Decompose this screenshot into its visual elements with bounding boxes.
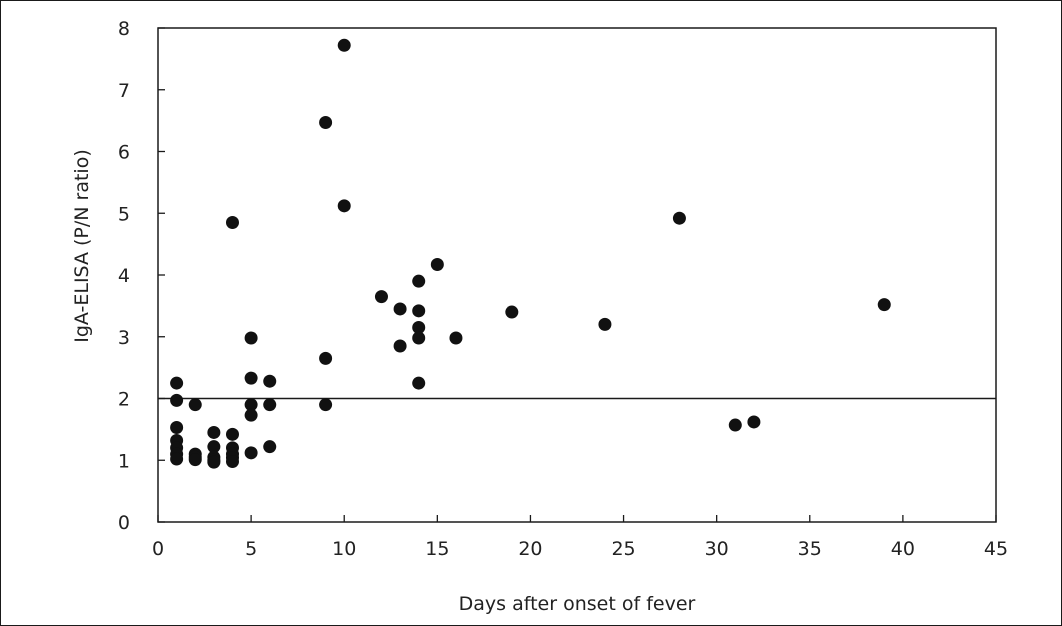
data-point (170, 452, 184, 466)
y-tick-label: 0 (118, 512, 130, 534)
axis-ticks (157, 27, 997, 523)
data-point (207, 425, 221, 439)
data-point (244, 331, 258, 345)
data-point (170, 376, 184, 390)
data-point (449, 331, 463, 345)
data-point (188, 398, 202, 412)
data-points (170, 38, 891, 469)
data-point (412, 274, 426, 288)
data-point (207, 440, 221, 454)
x-tick-label: 30 (705, 538, 729, 560)
data-point (244, 408, 258, 422)
y-tick-label: 7 (118, 80, 130, 102)
data-point (263, 374, 277, 388)
data-point (319, 115, 333, 129)
data-point (728, 418, 742, 432)
data-point (170, 421, 184, 435)
y-tick-label: 2 (118, 389, 130, 411)
data-point (430, 258, 444, 272)
data-point (337, 199, 351, 213)
data-point (244, 446, 258, 460)
x-tick-label: 40 (891, 538, 915, 560)
y-tick-label: 3 (118, 327, 130, 349)
data-point (412, 331, 426, 345)
x-axis-title: Days after onset of fever (459, 593, 696, 615)
x-tick-labels: 0 5 10 15 20 25 30 35 40 45 (152, 538, 1008, 560)
data-point (263, 440, 277, 454)
data-point (393, 302, 407, 316)
data-point (170, 393, 184, 407)
x-tick-label: 15 (425, 538, 449, 560)
y-tick-label: 8 (118, 18, 130, 40)
x-tick-label: 35 (798, 538, 822, 560)
data-point (877, 298, 891, 312)
data-point (374, 290, 388, 304)
x-tick-label: 25 (611, 538, 635, 560)
plot-area (157, 27, 997, 523)
data-point (598, 317, 612, 331)
data-point (225, 427, 239, 441)
x-tick-label: 45 (984, 538, 1008, 560)
data-point (505, 305, 519, 319)
data-point (263, 398, 277, 412)
data-point (188, 453, 202, 467)
x-tick-label: 20 (518, 538, 542, 560)
data-point (225, 454, 239, 468)
y-tick-labels: 0 1 2 3 4 5 6 7 8 (118, 18, 130, 534)
data-point (412, 376, 426, 390)
data-point (244, 371, 258, 385)
data-point (412, 320, 426, 334)
y-tick-label: 5 (118, 203, 130, 225)
x-tick-label: 0 (152, 538, 164, 560)
data-point (319, 398, 333, 412)
y-tick-label: 4 (118, 265, 130, 287)
data-point (412, 304, 426, 318)
data-point (244, 398, 258, 412)
data-point (319, 351, 333, 365)
data-point (672, 211, 686, 225)
x-tick-label: 5 (245, 538, 257, 560)
y-axis-title: IgA-ELISA (P/N ratio) (71, 149, 93, 343)
data-point (207, 455, 221, 469)
data-point (393, 339, 407, 353)
y-tick-label: 6 (118, 142, 130, 164)
data-point (225, 216, 239, 230)
data-point (747, 415, 761, 429)
data-point (337, 38, 351, 52)
y-tick-label: 1 (118, 450, 130, 472)
x-tick-label: 10 (332, 538, 356, 560)
